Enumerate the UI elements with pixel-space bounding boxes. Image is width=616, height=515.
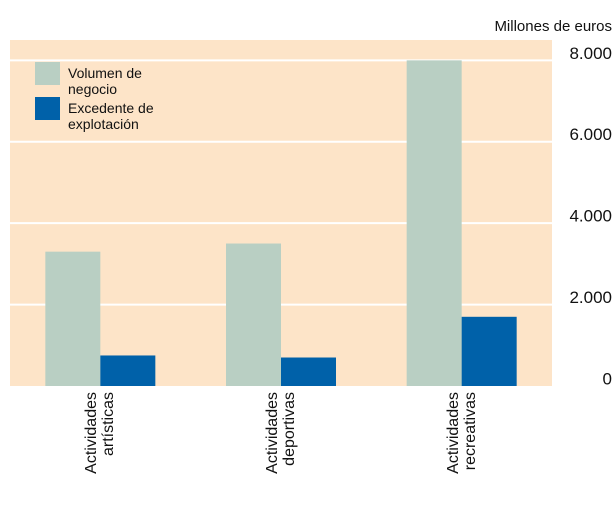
y-tick-label: 0: [603, 369, 612, 388]
legend-swatch: [35, 62, 60, 85]
x-tick-label: Actividades recreativas: [444, 392, 479, 474]
bar: [406, 60, 462, 387]
bar: [461, 316, 517, 386]
legend-label: Volumen de negocio: [68, 65, 142, 97]
bar: [100, 355, 156, 386]
y-tick-label: 6.000: [569, 125, 612, 144]
bar: [45, 251, 101, 386]
y-tick-label: 4.000: [569, 207, 612, 226]
legend-label: Excedente de explotación: [68, 100, 154, 132]
legend-swatch: [35, 97, 60, 120]
y-tick-label: 2.000: [569, 288, 612, 307]
x-tick-label: Actividades deportivas: [264, 392, 298, 474]
bar: [281, 357, 336, 386]
y-tick-label: 8.000: [569, 44, 612, 63]
bar: [226, 243, 281, 386]
x-tick-label: Actividades artísticas: [83, 392, 118, 474]
y-axis-label: Millones de euros: [494, 18, 612, 35]
